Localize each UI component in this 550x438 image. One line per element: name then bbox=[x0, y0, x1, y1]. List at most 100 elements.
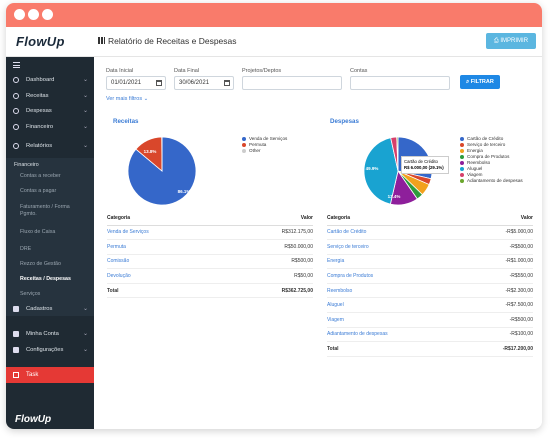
sidebar-subitem[interactable]: Receitas / Despesas bbox=[20, 276, 71, 282]
sidebar-item-cadastros[interactable]: Cadastros ⌄ bbox=[6, 302, 94, 316]
legend-label: Venda de Serviços bbox=[249, 136, 288, 141]
value-cell: -R$550,00 bbox=[464, 268, 533, 284]
page-title: Relatório de Receitas e Despesas bbox=[98, 36, 237, 46]
legend-entry[interactable]: Aluguel bbox=[460, 166, 523, 172]
legend-entry[interactable]: Serviço de terceiro bbox=[460, 142, 523, 148]
table-total-row: Total R$362.725,00 bbox=[107, 283, 313, 299]
legend-label: Cartão de Crédito bbox=[467, 136, 504, 141]
category-link[interactable]: Adiantamento de despesas bbox=[327, 327, 465, 343]
filter-button[interactable]: ⌕ FILTRAR bbox=[460, 75, 500, 89]
category-link[interactable]: Permuta bbox=[107, 239, 225, 255]
calendar-icon[interactable] bbox=[156, 80, 162, 86]
main-content: Data Inicial 01/01/2021 Data Final 30/06… bbox=[94, 57, 542, 429]
sidebar-item-label: Dashboard bbox=[26, 77, 55, 83]
sidebar-logo: FlowUp bbox=[15, 414, 52, 425]
data-inicial-input[interactable]: 01/01/2021 bbox=[106, 76, 166, 90]
legend-entry[interactable]: Viagem bbox=[460, 172, 523, 178]
category-link[interactable]: Serviço de terceiro bbox=[327, 239, 465, 255]
user-icon bbox=[13, 331, 19, 337]
contas-label: Contas bbox=[350, 68, 368, 74]
window-dot[interactable] bbox=[28, 9, 39, 20]
sidebar-subitem[interactable]: Rezzo de Gestão bbox=[20, 261, 61, 267]
category-link[interactable]: Compra de Produtos bbox=[327, 268, 465, 284]
legend-swatch bbox=[460, 172, 464, 177]
category-link[interactable]: Aluguel bbox=[327, 297, 465, 314]
task-label: Task bbox=[26, 372, 39, 378]
table-row: Aluguel -R$7.500,00 bbox=[327, 297, 533, 314]
sidebar-item-dashboard[interactable]: Dashboard ⌄ bbox=[6, 73, 94, 87]
filter-label: FILTRAR bbox=[470, 79, 494, 85]
sidebar-subitem[interactable]: Serviços bbox=[20, 291, 41, 297]
top-header: FlowUp Relatório de Receitas e Despesas … bbox=[6, 27, 542, 57]
legend-entry[interactable]: Cartão de Crédito bbox=[460, 136, 523, 142]
sidebar-subitem[interactable]: Fluxo de Caixa bbox=[20, 229, 56, 235]
sidebar-subitem[interactable]: Contas a pagar bbox=[20, 188, 57, 194]
category-link[interactable]: Comissão bbox=[107, 254, 225, 270]
table-total-row: Total -R$17.200,00 bbox=[327, 341, 533, 357]
more-filters-link[interactable]: Ver mais filtros ⌄ bbox=[106, 96, 149, 102]
legend-swatch bbox=[460, 148, 464, 153]
chevron-down-icon: ⌄ bbox=[82, 93, 88, 99]
sidebar-item-label: Minha Conta bbox=[26, 331, 59, 337]
category-link[interactable]: Devolução bbox=[107, 268, 225, 284]
pie-slice[interactable] bbox=[363, 137, 399, 205]
projetos-input[interactable] bbox=[242, 76, 342, 90]
app-logo[interactable]: FlowUp bbox=[16, 34, 65, 49]
contas-input[interactable] bbox=[350, 76, 450, 90]
legend-swatch bbox=[242, 136, 246, 141]
legend-swatch bbox=[460, 160, 464, 165]
sidebar-item-minhaconta[interactable]: Minha Conta ⌄ bbox=[6, 327, 94, 341]
report-icon bbox=[13, 143, 19, 149]
value-cell: R$312.175,00 bbox=[224, 225, 313, 241]
menu-icon[interactable] bbox=[13, 62, 20, 68]
legend-entry[interactable]: Reembolso bbox=[460, 160, 523, 166]
legend-entry[interactable]: Venda de Serviços bbox=[242, 136, 287, 142]
value-cell: -R$7.500,00 bbox=[464, 297, 533, 314]
legend-label: Compra de Produtos bbox=[467, 154, 510, 159]
table-row: Compra de Produtos -R$550,00 bbox=[327, 268, 533, 284]
category-link[interactable]: Cartão de Crédito bbox=[327, 225, 465, 241]
sidebar-item-label: Configurações bbox=[26, 347, 64, 353]
table-header-row: Categoria Valor bbox=[107, 212, 313, 226]
sidebar-subitem[interactable]: DRE bbox=[20, 246, 32, 252]
legend-entry[interactable]: Adiantamento de despesas bbox=[460, 178, 523, 184]
sidebar-item-despesas[interactable]: Despesas ⌄ bbox=[6, 104, 94, 118]
window-dot[interactable] bbox=[42, 9, 53, 20]
sidebar-subitem[interactable]: Contas a receber bbox=[20, 173, 61, 179]
legend-entry[interactable]: Permuta bbox=[242, 142, 287, 148]
chevron-down-icon: ⌄ bbox=[82, 143, 88, 149]
window-dot[interactable] bbox=[14, 9, 25, 20]
sidebar-item-financeiro[interactable]: Financeiro ⌄ bbox=[6, 120, 94, 134]
plus-circle-icon bbox=[13, 93, 19, 99]
value-cell: -R$5.000,00 bbox=[464, 225, 533, 241]
sidebar-item-receitas[interactable]: Receitas ⌄ bbox=[6, 89, 94, 103]
data-final-input[interactable]: 30/06/2021 bbox=[174, 76, 234, 90]
column-header: Categoria bbox=[327, 212, 465, 226]
legend-label: Serviço de terceiro bbox=[467, 142, 506, 147]
print-button[interactable]: ⎙ IMPRIMIR bbox=[486, 33, 536, 49]
sidebar-item-relatrios[interactable]: Relatórios ⌄ bbox=[6, 139, 94, 153]
chevron-down-icon: ⌄ bbox=[82, 124, 88, 130]
calendar-icon[interactable] bbox=[224, 80, 230, 86]
data-final-value: 30/06/2021 bbox=[179, 80, 210, 86]
legend-swatch bbox=[460, 142, 464, 147]
category-link[interactable]: Energia bbox=[327, 254, 465, 270]
pie-slice-label: 13.4% bbox=[388, 194, 401, 199]
category-link[interactable]: Viagem bbox=[327, 312, 465, 328]
sidebar-item-configuraes[interactable]: Configurações ⌄ bbox=[6, 343, 94, 357]
legend-entry[interactable]: Other bbox=[242, 148, 287, 154]
category-link[interactable]: Venda de Serviços bbox=[107, 225, 225, 241]
chevron-down-icon: ⌄ bbox=[82, 306, 88, 312]
value-cell: -R$2.300,00 bbox=[464, 283, 533, 299]
legend-entry[interactable]: Compra de Produtos bbox=[460, 154, 523, 160]
data-inicial-value: 01/01/2021 bbox=[111, 80, 142, 86]
value-cell: -R$500,00 bbox=[464, 239, 533, 255]
table-row: Viagem -R$500,00 bbox=[327, 312, 533, 328]
legend-entry[interactable]: Energia bbox=[460, 148, 523, 154]
sidebar-subitem[interactable]: Faturamento / Forma Pgmto. bbox=[20, 204, 70, 217]
receitas-legend: Venda de Serviços Permuta Other bbox=[242, 136, 287, 154]
legend-label: Viagem bbox=[467, 172, 483, 177]
category-link[interactable]: Reembolso bbox=[327, 283, 465, 299]
task-button[interactable]: Task bbox=[6, 367, 94, 383]
pie-slice[interactable] bbox=[396, 136, 399, 172]
